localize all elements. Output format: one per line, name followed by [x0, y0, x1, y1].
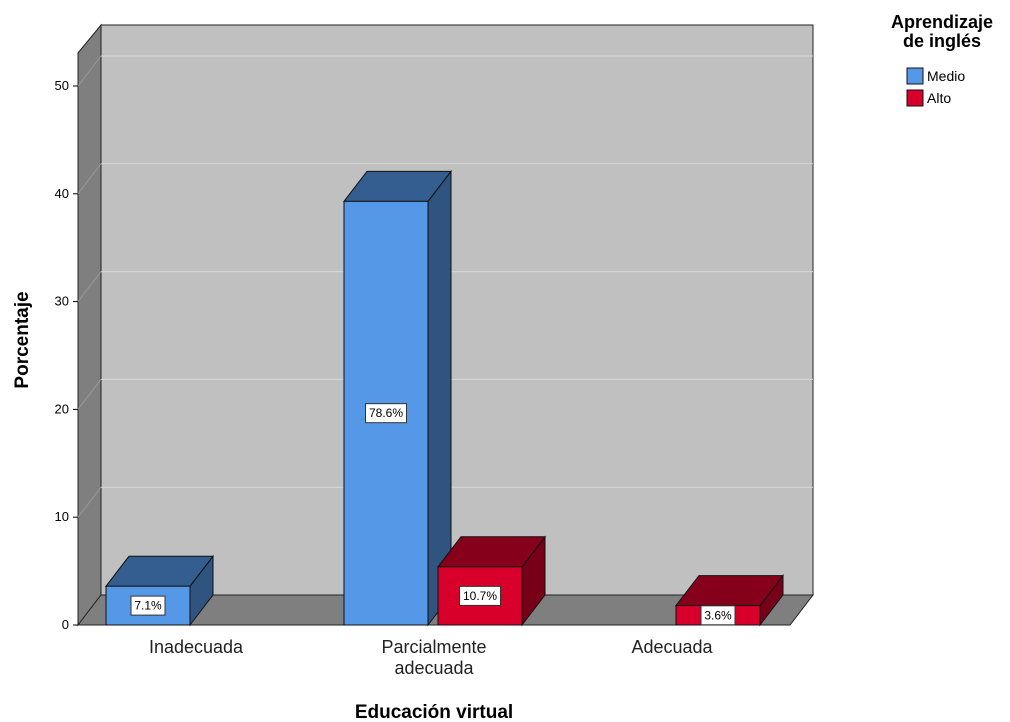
y-axis-ticks: 0 10 20 30 40 50 [55, 78, 78, 632]
y-tick-label: 40 [55, 186, 69, 201]
y-tick-label: 30 [55, 294, 69, 309]
y-tick-label: 10 [55, 509, 69, 524]
x-tick-label: Parcialmente adecuada [381, 637, 486, 678]
x-tick-label: Inadecuada [149, 637, 244, 657]
data-label: 7.1% [134, 599, 162, 613]
legend-label: Medio [927, 68, 965, 84]
bar-front [437, 566, 523, 626]
y-axis-title: Porcentaje [12, 291, 33, 388]
data-label-box [459, 585, 501, 606]
gridline-side [77, 486, 102, 518]
x-tick-label: Adecuada [631, 637, 713, 657]
x-axis-title: Educación virtual [355, 702, 513, 722]
legend-swatch [906, 89, 924, 107]
bar-medio-1 [342, 169, 453, 627]
data-label-box [130, 595, 166, 616]
data-labels: 7.1% 78.6% 10.7% 3.6% [130, 403, 736, 626]
gridline-side [77, 163, 102, 195]
gridline-side [77, 271, 102, 302]
back-wall [100, 24, 814, 596]
legend-swatch [906, 67, 924, 85]
legend-label: Alto [927, 90, 951, 106]
data-label-box [365, 403, 407, 424]
gridline-side [77, 55, 102, 87]
left-wall [77, 23, 102, 627]
legend-title: Aprendizaje de inglés [891, 12, 993, 51]
y-tick-label: 20 [55, 401, 69, 416]
y-tick-label: 50 [55, 78, 69, 93]
data-label: 10.7% [463, 589, 497, 603]
y-tick-label: 0 [62, 617, 69, 632]
data-label: 3.6% [704, 608, 732, 622]
bars [104, 169, 785, 627]
legend-items: Medio Alto [906, 67, 965, 107]
gridline-side [77, 379, 102, 410]
legend: Aprendizaje de inglés Medio Alto [891, 12, 993, 107]
gridlines [77, 55, 813, 518]
data-label-box [700, 605, 736, 626]
x-axis-category-labels: Inadecuada Parcialmente adecuada Adecuada [149, 637, 714, 678]
bar-alto-1 [436, 535, 547, 627]
data-label: 78.6% [369, 406, 403, 420]
